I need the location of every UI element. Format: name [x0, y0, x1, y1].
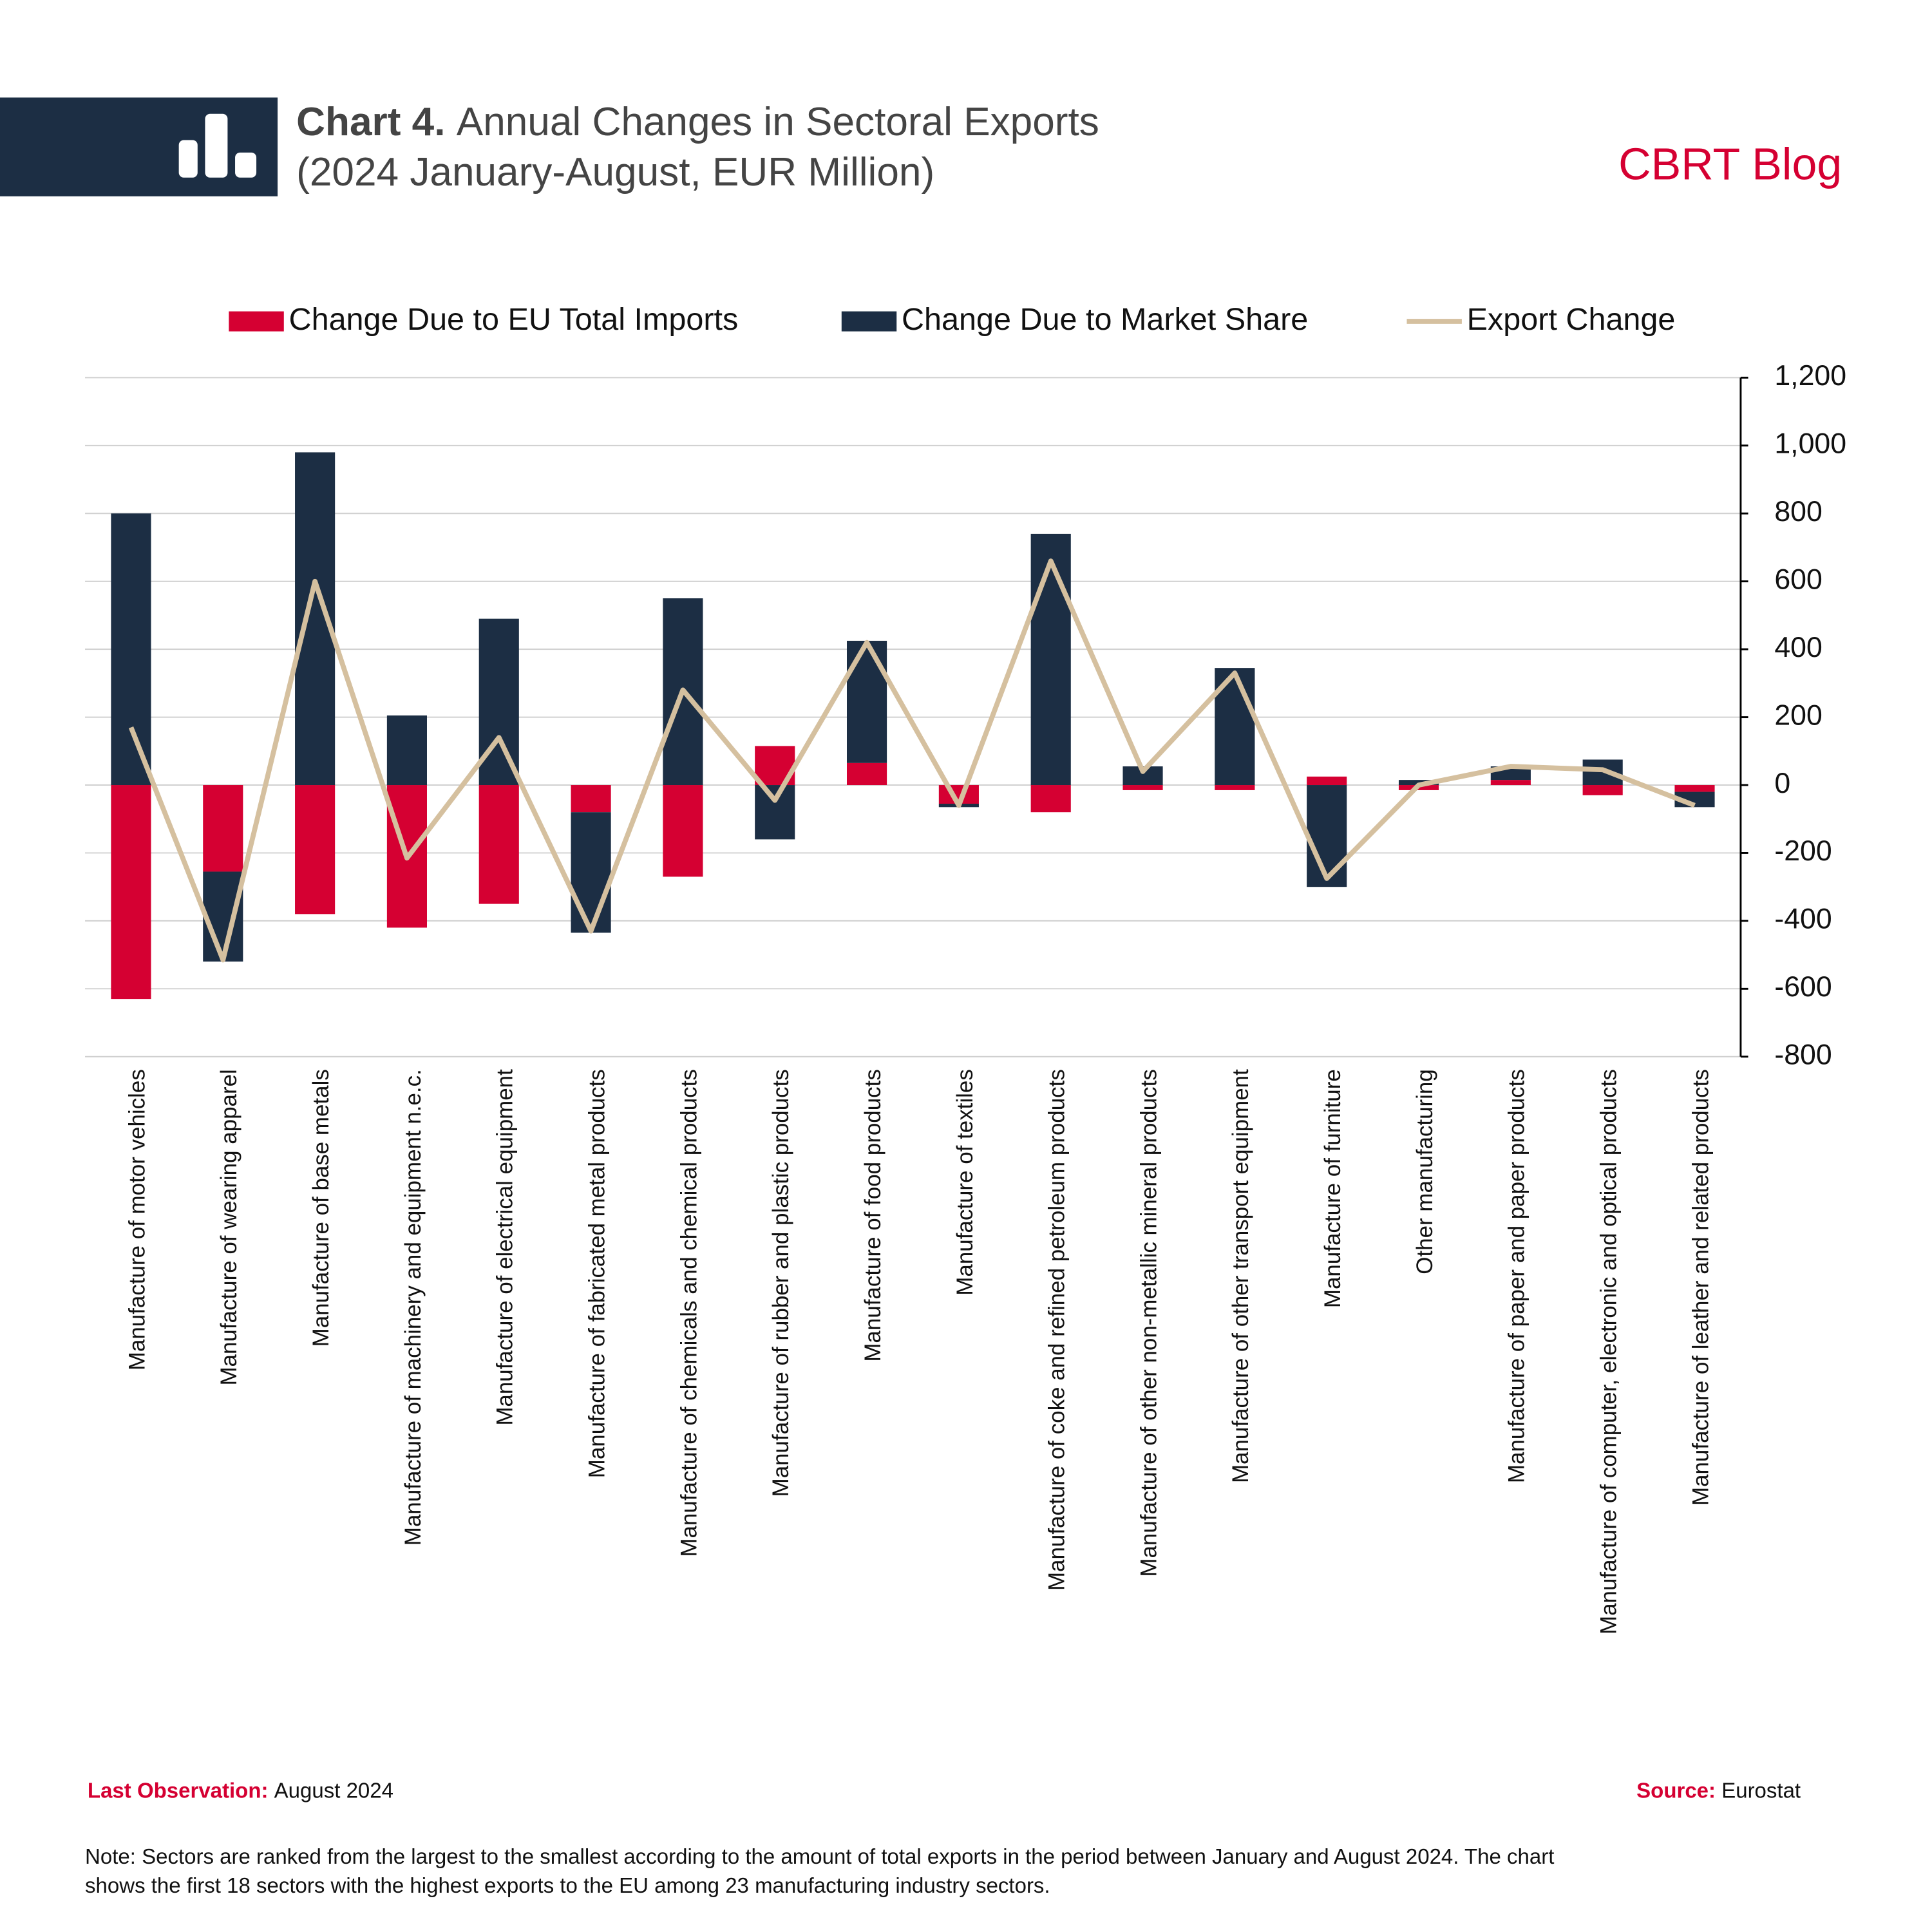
y-tick-label: -800	[1774, 1039, 1832, 1071]
bar	[1030, 785, 1071, 813]
bar	[571, 785, 611, 813]
header-band	[0, 97, 278, 196]
x-tick-label: Manufacture of other non-metallic minera…	[1136, 1069, 1161, 1577]
x-tick-label: Manufacture of other transport equipment	[1228, 1069, 1253, 1483]
bar	[1674, 785, 1715, 792]
source: Source: Eurostat	[1636, 1778, 1801, 1802]
x-tick-label: Manufacture of paper and paper products	[1504, 1069, 1530, 1483]
x-tick-label: Manufacture of wearing apparel	[216, 1069, 242, 1385]
bar	[111, 513, 151, 786]
y-tick-label: 800	[1774, 496, 1823, 527]
icon-bar	[235, 152, 257, 178]
bar	[203, 871, 243, 962]
last-observation: Last Observation: August 2024	[88, 1778, 393, 1802]
last-observation-value: August 2024	[274, 1778, 393, 1802]
x-tick-label: Manufacture of fabricated metal products	[584, 1069, 609, 1478]
bar	[1122, 785, 1163, 790]
source-label: Source:	[1636, 1778, 1716, 1802]
brand: CBRT Blog	[1618, 139, 1842, 189]
bar	[111, 785, 151, 999]
x-tick-label: Manufacture of chemicals and chemical pr…	[676, 1069, 701, 1557]
line	[128, 558, 1696, 963]
chart-subtitle: (2024 January-August, EUR Million)	[296, 150, 934, 194]
note: Note: Sectors are ranked from the larges…	[85, 1844, 1554, 1868]
y-tick-label: -600	[1774, 971, 1832, 1003]
x-tick-label: Other manufacturing	[1412, 1069, 1437, 1274]
bar	[1215, 785, 1255, 790]
title-text: Annual Changes in Sectoral Exports	[457, 100, 1099, 145]
x-tick-label: Manufacture of textiles	[952, 1069, 978, 1295]
x-tick-label: Manufacture of base metals	[308, 1069, 334, 1347]
bar	[755, 785, 795, 840]
x-tick-label: Manufacture of coke and refined petroleu…	[1045, 1069, 1070, 1591]
legend-swatch	[229, 311, 284, 332]
x-tick-label: Manufacture of motor vehicles	[124, 1069, 149, 1370]
y-tick-label: 600	[1774, 564, 1823, 596]
icon-bar	[205, 113, 228, 178]
bar	[478, 618, 519, 786]
icon-bar	[178, 140, 198, 178]
y-tick-label: 1,200	[1774, 360, 1846, 392]
legend-label: Export Change	[1467, 302, 1676, 337]
x-tick-label: Manufacture of computer, electronic and …	[1596, 1069, 1622, 1634]
bar	[295, 785, 336, 914]
chart-title: Chart 4. Annual Changes in Sectoral Expo…	[296, 100, 1099, 145]
bar	[1582, 785, 1623, 795]
y-tick-label: 400	[1774, 632, 1823, 663]
bar	[1030, 533, 1071, 786]
bar	[846, 640, 887, 763]
bar	[571, 812, 611, 933]
x-tick-label: Manufacture of rubber and plastic produc…	[768, 1069, 793, 1497]
legend-swatch	[841, 311, 897, 332]
y-tick-label: -200	[1774, 835, 1832, 867]
bar	[1307, 776, 1347, 786]
note: shows the first 18 sectors with the high…	[85, 1873, 1050, 1897]
bar	[1490, 780, 1531, 786]
x-tick-label: Manufacture of food products	[860, 1069, 886, 1361]
bar	[478, 785, 519, 904]
x-tick-label: Manufacture of electrical equipment	[493, 1069, 518, 1426]
bar	[203, 785, 243, 872]
y-tick-label: 1,000	[1774, 428, 1846, 460]
bar	[846, 762, 887, 786]
y-tick-label: -400	[1774, 904, 1832, 935]
legend-label: Change Due to EU Total Imports	[289, 302, 739, 337]
chart-label: Chart 4.	[296, 100, 445, 145]
source-value: Eurostat	[1721, 1778, 1801, 1802]
y-tick-label: 0	[1774, 768, 1790, 799]
last-observation-label: Last Observation:	[88, 1778, 269, 1802]
bar	[386, 715, 427, 786]
x-tick-label: Manufacture of furniture	[1320, 1069, 1345, 1308]
x-tick-label: Manufacture of machinery and equipment n…	[401, 1069, 426, 1546]
bar	[663, 785, 703, 877]
legend-label: Change Due to Market Share	[902, 302, 1308, 337]
y-tick-label: 200	[1774, 699, 1823, 731]
x-tick-label: Manufacture of leather and related produ…	[1688, 1069, 1713, 1506]
bar	[1307, 785, 1347, 887]
